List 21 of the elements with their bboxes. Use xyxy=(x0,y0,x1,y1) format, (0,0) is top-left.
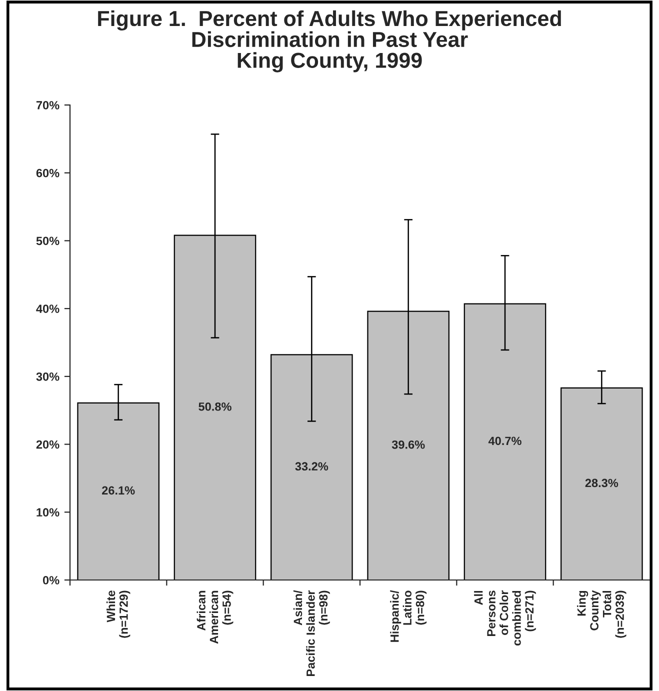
y-tick-label: 50% xyxy=(36,236,60,246)
x-tick-label: All Persons of Color combined (n=271) xyxy=(474,590,536,646)
data-label: 28.3% xyxy=(585,478,618,488)
y-tick-label: 40% xyxy=(36,304,60,313)
y-tick-label: 30% xyxy=(36,372,60,381)
y-tick-label: 0% xyxy=(42,576,60,584)
data-label: 26.1% xyxy=(102,486,135,495)
x-tick-label: King County Total (n=2039) xyxy=(577,590,626,638)
y-tick-label: 20% xyxy=(36,440,60,449)
y-tick-label: 10% xyxy=(36,508,60,517)
chart-title: Figure 1. Percent of Adults Who Experienced Discrimination in Past Year King County, 1999 xyxy=(98,10,561,72)
data-label: 50.8% xyxy=(198,402,232,411)
x-tick-label: Hispanic/ Latino (n=80) xyxy=(390,590,427,642)
x-tick-label: White (n=1729) xyxy=(106,590,130,638)
data-label: 40.7% xyxy=(488,436,522,446)
data-label: 39.6% xyxy=(392,440,425,449)
y-tick-label: 70% xyxy=(36,101,60,110)
x-tick-label: African American (n=54) xyxy=(196,590,234,644)
data-label: 33.2% xyxy=(295,462,328,471)
x-tick-label: Asian/ Pacific Islander (n=98) xyxy=(293,590,330,676)
y-tick-label: 60% xyxy=(36,168,60,178)
